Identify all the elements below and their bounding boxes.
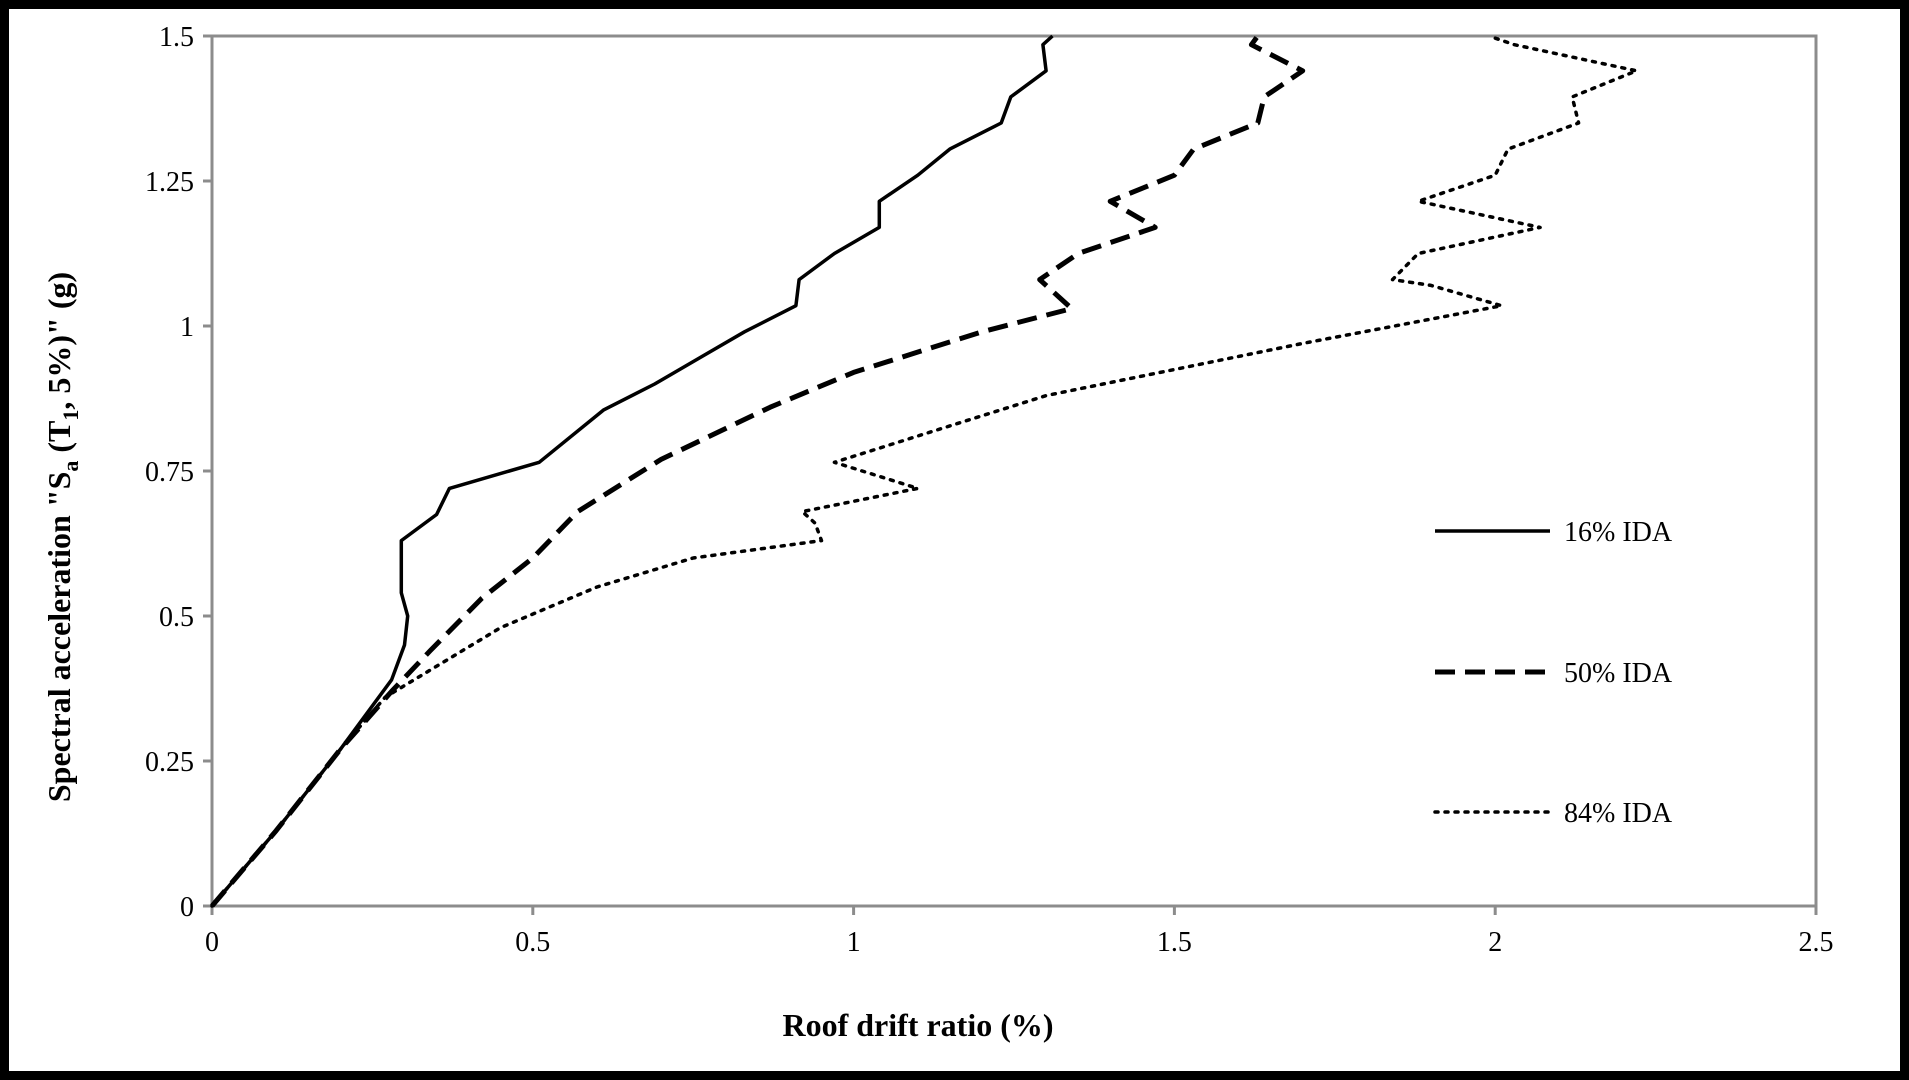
x-tick-label: 0.5 — [515, 927, 550, 958]
y-tick-label: 0.5 — [159, 602, 194, 633]
x-axis: 0 0.5 1 1.5 2 2.5 — [205, 906, 1834, 958]
y-axis-title-sub2: 1 — [58, 410, 83, 421]
y-axis-title-suffix: , 5%)" (g) — [41, 272, 77, 410]
series-line-2 — [210, 34, 1639, 908]
y-tick-label: 0.25 — [145, 747, 194, 778]
x-tick-label: 2.5 — [1799, 927, 1834, 958]
legend: 16% IDA 50% IDA 84% IDA — [1433, 517, 1673, 829]
x-tick-label: 1.5 — [1157, 927, 1192, 958]
y-axis-title-sub1: a — [58, 461, 83, 472]
y-axis-title: Spectral acceleration "Sa (T1, 5%)" (g) — [41, 272, 83, 802]
x-tick-label: 2 — [1488, 927, 1502, 958]
y-axis-title-mid: (T — [41, 421, 77, 461]
legend-label-1: 50% IDA — [1564, 658, 1673, 689]
y-tick-label: 0 — [180, 892, 194, 923]
y-axis: 0 0.25 0.5 0.75 1 1.25 1.5 — [145, 22, 212, 923]
x-tick-label: 0 — [205, 927, 219, 958]
legend-label-2: 84% IDA — [1564, 798, 1673, 829]
series-line-1 — [210, 34, 1306, 908]
series-group — [210, 34, 1639, 908]
x-axis-title: Roof drift ratio (%) — [782, 1007, 1053, 1043]
plot-area — [210, 34, 1818, 908]
y-axis-title-prefix: Spectral acceleration "S — [41, 472, 77, 803]
y-tick-label: 1 — [180, 312, 194, 343]
y-tick-label: 0.75 — [145, 457, 194, 488]
x-tick-label: 1 — [847, 927, 861, 958]
series-line-0 — [210, 34, 1054, 908]
y-tick-label: 1.5 — [159, 22, 194, 53]
y-tick-label: 1.25 — [145, 167, 194, 198]
legend-label-0: 16% IDA — [1564, 517, 1673, 548]
